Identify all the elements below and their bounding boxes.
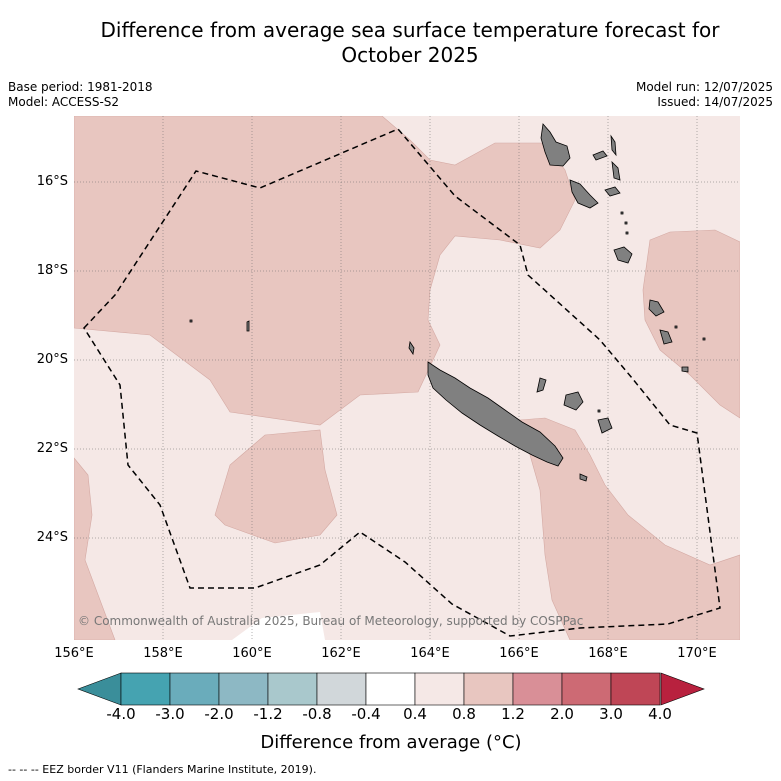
meta-right: Model run: 12/07/2025 Issued: 14/07/2025	[636, 80, 773, 110]
lat-label-22s: 22°S	[36, 441, 68, 456]
colorbar-extend-left	[77, 672, 122, 706]
meta-left: Base period: 1981-2018 Model: ACCESS-S2	[8, 80, 153, 110]
vanuatu-malekula	[569, 179, 599, 209]
colorbar-box	[365, 672, 416, 706]
colorbar-label: 0.8	[452, 705, 476, 723]
lon-label-164e: 164°E	[410, 646, 450, 661]
copyright-notice: © Commonwealth of Australia 2025, Bureau…	[78, 614, 584, 628]
model-name: Model: ACCESS-S2	[8, 95, 120, 109]
colorbar-box	[561, 672, 612, 706]
vanuatu-pentecost	[611, 160, 621, 181]
anomaly-region-east	[642, 229, 740, 419]
colorbar-label: -0.4	[351, 705, 381, 723]
vanuatu-ambrym	[604, 186, 621, 197]
title-line-2: October 2025	[341, 43, 479, 67]
lat-label-24s: 24°S	[36, 530, 68, 545]
eez-border	[83, 128, 721, 637]
colorbar-label: 1.2	[501, 705, 525, 723]
colorbar-label: -1.2	[253, 705, 283, 723]
vanuatu-aneityum	[681, 366, 689, 373]
lon-label-162e: 162°E	[321, 646, 361, 661]
islet-4	[702, 337, 706, 341]
isle-of-pines	[579, 473, 588, 482]
colorbar-label: 2.0	[550, 705, 574, 723]
anomaly-region-west-blob	[214, 429, 338, 544]
colorbar-box	[218, 672, 269, 706]
lon-label-168e: 168°E	[588, 646, 628, 661]
lon-label-158e: 158°E	[143, 646, 183, 661]
colorbar-box	[316, 672, 367, 706]
anomaly-region-white-patch	[232, 612, 325, 640]
lon-label-170e: 170°E	[677, 646, 717, 661]
map-area	[74, 116, 740, 640]
colorbar-label: 4.0	[648, 705, 672, 723]
islet-7	[597, 409, 601, 413]
issued-date: Issued: 14/07/2025	[657, 95, 773, 109]
vanuatu-efate	[613, 246, 633, 264]
loyalty-island-mare	[597, 417, 613, 434]
islet-6	[189, 319, 193, 323]
colorbar	[77, 672, 705, 706]
base-period: Base period: 1981-2018	[8, 80, 153, 94]
colorbar-boxes	[120, 672, 661, 706]
colorbar-label: 3.0	[599, 705, 623, 723]
islet-5	[674, 325, 678, 329]
colorbar-box	[610, 672, 661, 706]
title-line-1: Difference from average sea surface temp…	[100, 18, 720, 42]
land-masses	[189, 123, 706, 482]
islet-2	[624, 221, 628, 225]
map-title: Difference from average sea surface temp…	[0, 18, 781, 68]
colorbar-label: -4.0	[106, 705, 136, 723]
vanuatu-maewo	[610, 134, 617, 157]
new-caledonia-grande-terre	[427, 361, 564, 467]
anomaly-region-southeast	[519, 417, 740, 640]
vanuatu-espiritu-santo	[540, 123, 571, 167]
islet-1	[620, 211, 624, 215]
belep-islands	[408, 340, 415, 356]
colorbar-extend-right	[660, 672, 705, 706]
loyalty-island-lifou	[563, 391, 584, 411]
colorbar-box	[414, 672, 465, 706]
lon-label-166e: 166°E	[499, 646, 539, 661]
anomaly-region-northwest	[74, 116, 576, 426]
colorbar-box	[463, 672, 514, 706]
graticule	[74, 116, 740, 640]
colorbar-box	[169, 672, 220, 706]
lat-label-16s: 16°S	[36, 174, 68, 189]
vanuatu-tanna	[659, 329, 673, 345]
colorbar-title: Difference from average (°C)	[260, 732, 522, 753]
lat-label-20s: 20°S	[36, 352, 68, 367]
chesterfield-reef	[246, 320, 250, 332]
colorbar-label: -2.0	[204, 705, 234, 723]
lat-label-18s: 18°S	[36, 263, 68, 278]
model-run: Model run: 12/07/2025	[635, 80, 773, 94]
colorbar-label: -0.8	[302, 705, 332, 723]
colorbar-box	[512, 672, 563, 706]
eez-footnote: -- -- -- EEZ border V11 (Flanders Marine…	[8, 763, 317, 776]
colorbar-box	[267, 672, 318, 706]
islet-3	[625, 231, 629, 235]
vanuatu-ambae	[592, 150, 608, 161]
lon-label-156e: 156°E	[54, 646, 94, 661]
loyalty-island-ouvea	[536, 377, 547, 393]
vanuatu-erromango	[648, 299, 665, 317]
colorbar-label: 0.4	[403, 705, 427, 723]
lon-label-160e: 160°E	[232, 646, 272, 661]
anomaly-region-west-edge	[74, 457, 116, 640]
colorbar-label: -3.0	[155, 705, 185, 723]
colorbar-box	[120, 672, 171, 706]
